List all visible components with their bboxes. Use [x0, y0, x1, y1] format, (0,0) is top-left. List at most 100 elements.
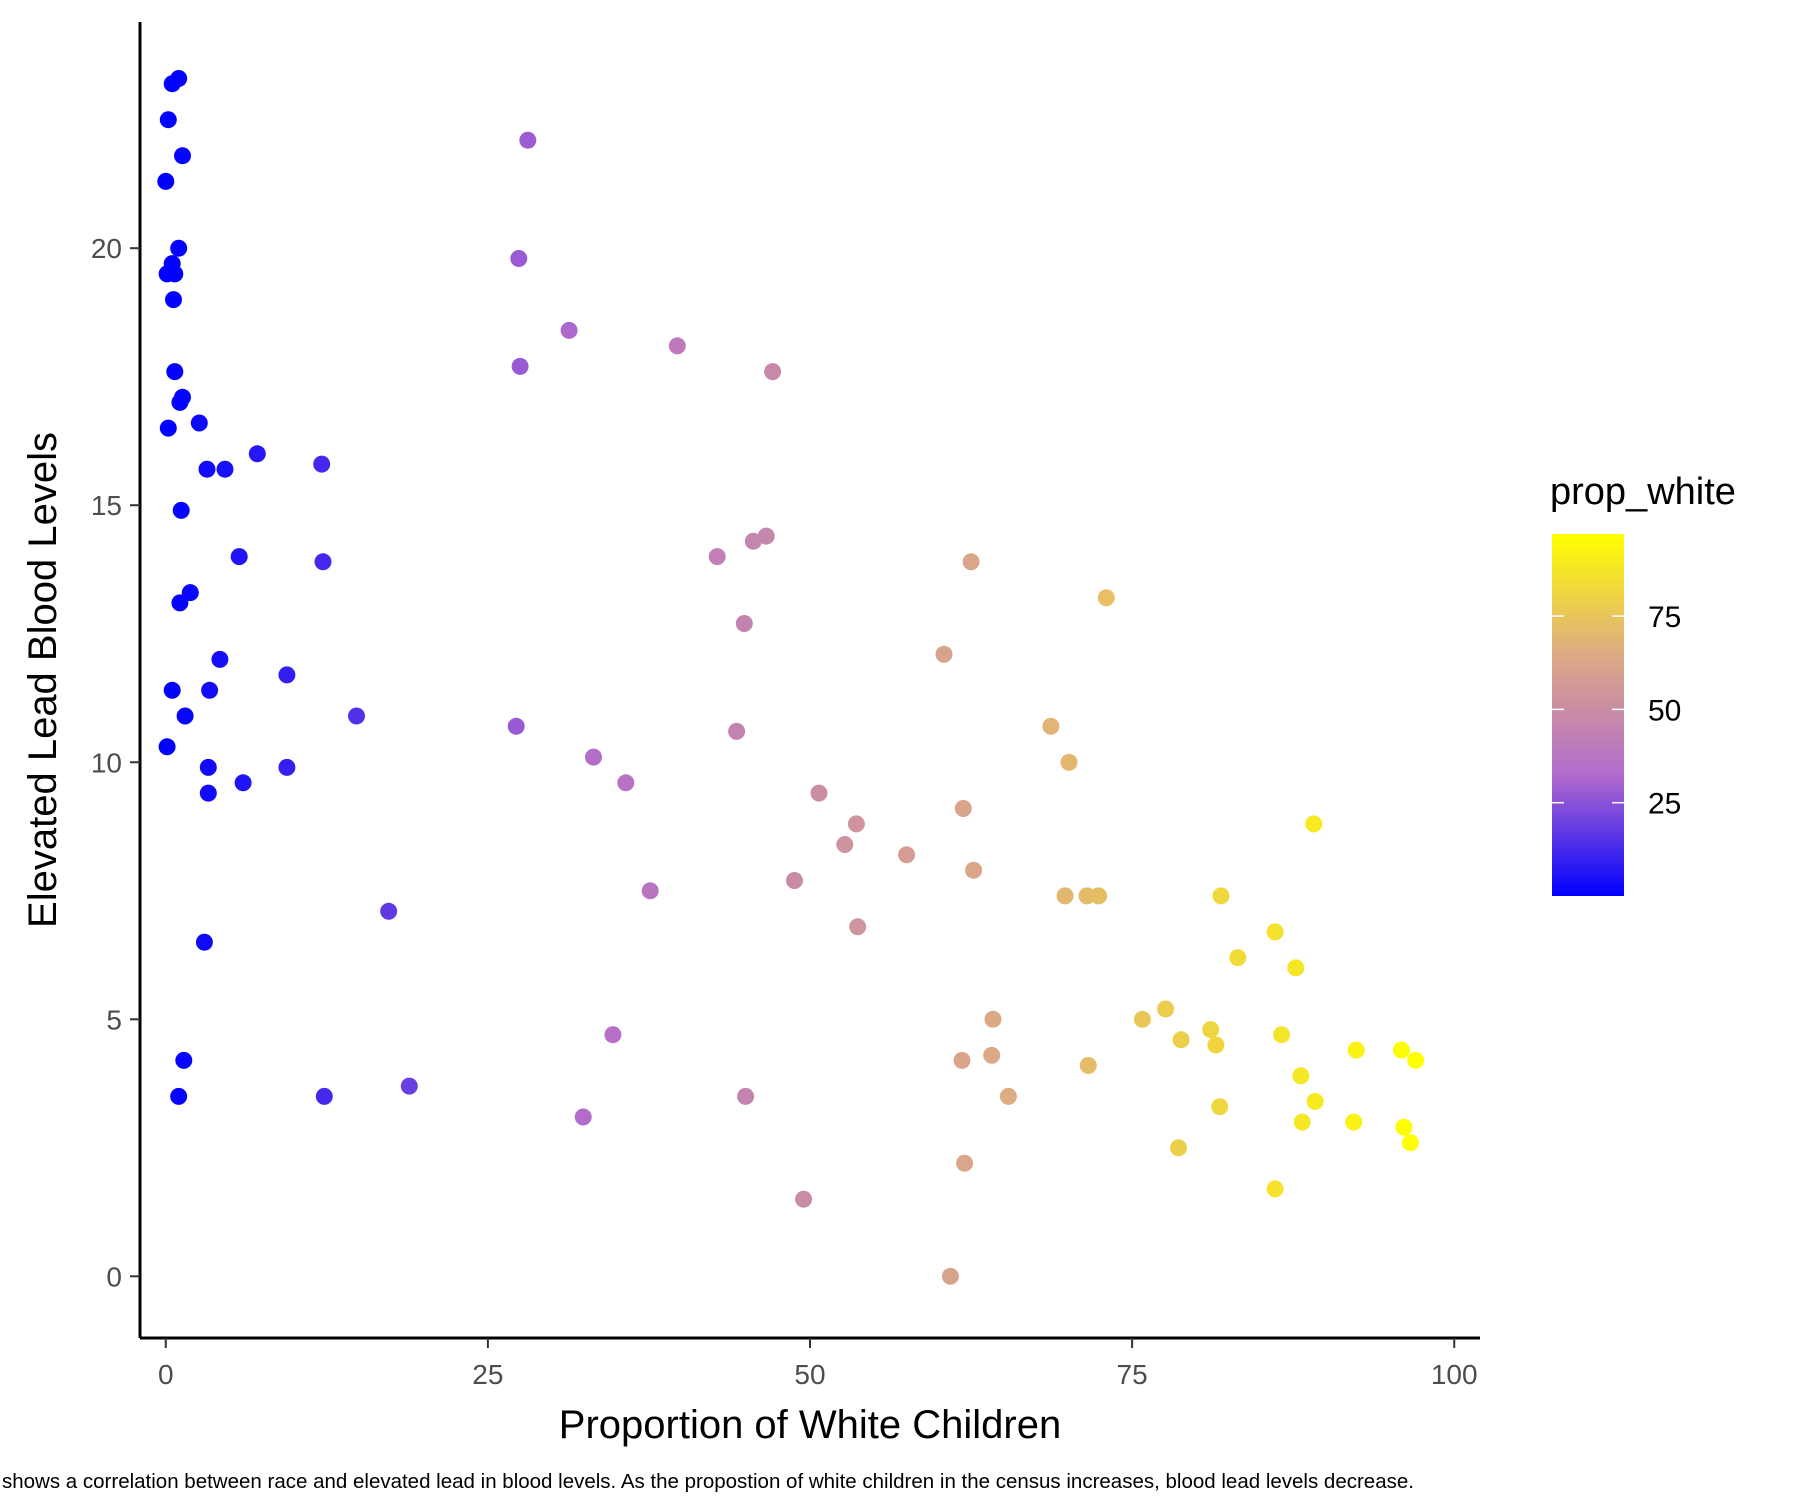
data-point: [201, 681, 219, 699]
data-point: [348, 707, 365, 725]
data-point: [216, 460, 234, 478]
data-point: [1090, 887, 1108, 905]
x-tick-label: 25: [472, 1359, 503, 1390]
data-point: [171, 594, 189, 612]
x-tick-label: 0: [158, 1359, 174, 1390]
data-point: [314, 553, 332, 571]
data-point: [158, 738, 176, 756]
data-point: [1097, 589, 1115, 607]
data-point: [1133, 1010, 1151, 1028]
x-tick-label: 100: [1431, 1359, 1478, 1390]
data-point: [744, 532, 762, 550]
data-point: [1056, 887, 1074, 905]
data-point: [941, 1267, 959, 1285]
data-point: [1407, 1051, 1425, 1069]
data-point: [1042, 717, 1060, 735]
data-point: [1293, 1113, 1311, 1131]
data-point: [507, 717, 525, 735]
colorbar-ticks: 25 50 75: [1552, 601, 1681, 821]
data-point: [510, 250, 528, 267]
data-point: [1292, 1067, 1310, 1085]
data-point: [1266, 1180, 1284, 1198]
data-point: [172, 501, 190, 519]
data-point: [313, 455, 331, 473]
y-tick-label: 5: [106, 1004, 122, 1035]
data-point: [898, 846, 916, 864]
data-point: [198, 460, 216, 478]
data-point: [181, 584, 199, 602]
data-point: [1347, 1041, 1365, 1059]
data-point: [617, 774, 635, 792]
data-point: [786, 872, 803, 889]
data-point: [795, 1190, 813, 1208]
data-point: [836, 836, 854, 853]
data-point: [278, 666, 296, 684]
data-point: [728, 722, 746, 740]
data-point: [757, 527, 775, 545]
data-point: [511, 357, 529, 375]
x-axis-title: Proportion of White Children: [559, 1403, 1061, 1447]
data-point: [190, 414, 208, 432]
data-point: [170, 1087, 188, 1105]
data-point: [199, 784, 217, 802]
data-point: [962, 553, 980, 571]
data-point: [400, 1077, 418, 1095]
data-point: [737, 1087, 755, 1105]
legend-title: prop_white: [1550, 471, 1736, 513]
data-point: [165, 291, 182, 309]
colorbar-tick-label: 75: [1648, 601, 1681, 634]
data-point: [248, 445, 266, 463]
data-point: [735, 615, 753, 632]
data-point: [171, 393, 189, 411]
data-point: [999, 1087, 1017, 1105]
y-tick-label: 20: [91, 233, 122, 264]
data-point: [176, 707, 194, 725]
data-point: [1079, 1057, 1097, 1074]
data-point: [810, 784, 828, 802]
data-point: [1211, 1098, 1229, 1116]
caption: shows a correlation between race and ele…: [2, 1470, 1414, 1493]
data-point: [1273, 1026, 1291, 1044]
data-point: [1060, 753, 1078, 771]
data-point: [935, 645, 953, 663]
data-point: [195, 933, 213, 951]
data-point: [174, 147, 191, 165]
data-point: [157, 172, 175, 190]
data-point: [234, 774, 252, 792]
data-point: [956, 1154, 974, 1172]
data-points: [157, 70, 1425, 1285]
data-point: [166, 363, 184, 381]
data-point: [954, 800, 972, 817]
data-point: [1157, 1000, 1175, 1018]
data-point: [574, 1108, 592, 1126]
data-point: [1266, 923, 1284, 941]
x-axis-ticks: 0 25 50 75 100: [158, 1338, 1478, 1390]
y-axis-title: Elevated Lead Blood Levels: [21, 432, 65, 928]
data-point: [199, 758, 217, 776]
colorbar-tick-label: 25: [1648, 788, 1681, 821]
data-point: [1395, 1118, 1413, 1136]
data-point: [278, 758, 296, 776]
data-point: [668, 337, 686, 355]
data-point: [211, 650, 229, 668]
y-tick-label: 10: [91, 747, 122, 778]
data-point: [1287, 959, 1305, 977]
x-tick-label: 50: [794, 1359, 825, 1390]
data-point: [983, 1046, 1001, 1064]
data-point: [708, 548, 726, 566]
colorbar: [1552, 534, 1624, 896]
data-point: [315, 1087, 333, 1105]
data-point: [1207, 1036, 1225, 1054]
data-point: [953, 1051, 971, 1069]
data-point: [1170, 1139, 1187, 1157]
data-point: [170, 239, 188, 257]
data-point: [849, 918, 867, 936]
data-point: [965, 861, 983, 879]
data-point: [175, 1051, 193, 1069]
data-point: [166, 265, 184, 283]
data-point: [764, 363, 782, 381]
data-point: [1172, 1031, 1190, 1049]
colorbar-tick-label: 50: [1648, 694, 1681, 727]
data-point: [847, 815, 865, 833]
